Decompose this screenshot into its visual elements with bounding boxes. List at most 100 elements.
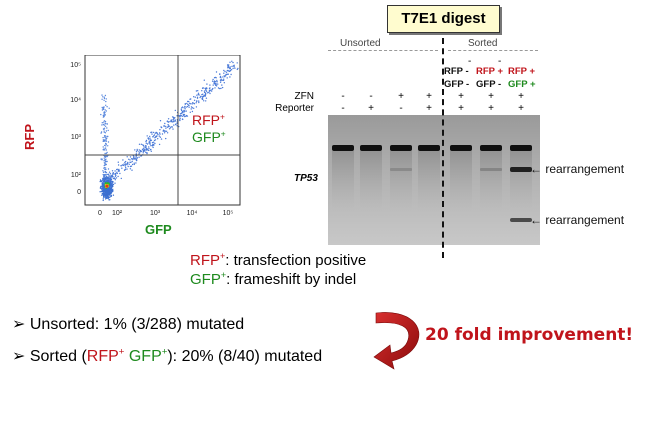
- scatter-dot: [103, 162, 106, 164]
- gel-title-box: T7E1 digest: [387, 5, 500, 33]
- scatter-dot: [103, 121, 105, 123]
- scatter-dot: [165, 137, 167, 140]
- gel-main-bands: [332, 145, 532, 151]
- scatter-dot: [101, 98, 103, 100]
- scatter-dot: [145, 142, 147, 144]
- scatter-dot: [210, 90, 213, 92]
- scatter-dot: [159, 120, 162, 122]
- scatter-dot: [103, 171, 105, 173]
- scatter-dot: [229, 67, 231, 70]
- scatter-dot: [149, 137, 151, 139]
- lane5-zfn: +: [458, 91, 464, 102]
- scatter-dot: [105, 194, 107, 196]
- scatter-dot: [206, 83, 208, 85]
- bullet-arrow-icon: ➢: [12, 316, 26, 333]
- scatter-dot: [102, 106, 105, 109]
- scatter-dot: [202, 98, 204, 101]
- scatter-dot: [194, 96, 196, 98]
- scatter-dot: [174, 119, 176, 121]
- scatter-dot: [99, 179, 102, 181]
- scatter-dot: [229, 61, 231, 63]
- scatter-dot: [102, 123, 105, 126]
- scatter-dot: [197, 93, 199, 96]
- scatter-dot: [101, 122, 103, 124]
- row-label-reporter: Reporter: [275, 103, 314, 114]
- scatter-dot: [215, 77, 217, 79]
- scatter-dot: [228, 70, 231, 73]
- scatter-dot: [193, 96, 195, 98]
- scatter-dot: [216, 79, 218, 82]
- scatter-dot: [102, 170, 104, 172]
- result-unsorted: ➢ Unsorted: 1% (3/288) mutated: [12, 316, 245, 333]
- scatter-dot: [102, 186, 104, 188]
- scatter-dot: [135, 153, 138, 155]
- scatter-dot: [187, 103, 189, 106]
- scatter-dot: [149, 135, 151, 138]
- scatter-dot: [101, 124, 103, 126]
- y-tick-0: 0: [77, 189, 81, 196]
- scatter-dot: [99, 191, 101, 193]
- scatter-dot: [196, 94, 198, 96]
- scatter-dot: [158, 132, 161, 134]
- scatter-dot: [106, 189, 108, 191]
- scatter-dot: [139, 149, 142, 152]
- scatter-dot: [104, 109, 106, 111]
- scatter-dot: [104, 125, 107, 128]
- scatter-dot: [102, 149, 104, 151]
- scatter-dot: [136, 149, 138, 152]
- scatter-dot: [102, 146, 104, 148]
- scatter-dot: [125, 166, 127, 169]
- scatter-dot: [148, 140, 150, 142]
- scatter-dot: [168, 125, 170, 128]
- scatter-dot: [105, 104, 107, 106]
- scatter-dot: [131, 158, 133, 160]
- x-tick-0: 0: [98, 210, 102, 217]
- scatter-dot: [170, 126, 172, 128]
- scatter-dot: [114, 182, 116, 184]
- scatter-dot: [168, 128, 171, 130]
- scatter-dot: [106, 185, 109, 188]
- scatter-dot: [133, 162, 135, 164]
- scatter-dot: [200, 95, 202, 98]
- scatter-dot: [102, 173, 104, 176]
- scatter-dot: [109, 179, 111, 181]
- scatter-dot: [107, 135, 109, 138]
- y-tick-3: 10³: [71, 134, 82, 141]
- scatter-dot: [131, 160, 133, 163]
- scatter-dot: [181, 118, 184, 120]
- scatter-dot: [234, 67, 236, 69]
- scatter-dot: [205, 97, 208, 99]
- scatter-dot: [216, 81, 218, 83]
- scatter-dot: [103, 96, 105, 98]
- scatter-dot: [201, 96, 203, 98]
- scatter-dot: [226, 73, 228, 75]
- sorted-dash-2: -: [498, 56, 502, 67]
- scatter-dot: [104, 198, 107, 200]
- y-tick-4: 10⁴: [70, 97, 81, 104]
- scatter-dot: [166, 126, 169, 128]
- scatter-dot: [168, 121, 170, 123]
- scatter-dot: [160, 126, 163, 129]
- scatter-dot: [183, 107, 185, 109]
- scatter-dot: [106, 106, 108, 108]
- scatter-dot: [219, 87, 221, 90]
- scatter-dot: [209, 89, 212, 91]
- scatter-dot: [100, 131, 103, 133]
- x-axis-label: GFP: [145, 222, 172, 237]
- scatter-dot: [105, 158, 107, 160]
- scatter-dot: [107, 173, 110, 175]
- scatter-dot: [109, 194, 111, 196]
- scatter-dot: [138, 151, 140, 153]
- scatter-dot: [102, 177, 104, 180]
- scatter-dot: [106, 191, 108, 193]
- improvement-text: 20 fold improvement!: [425, 325, 634, 345]
- scatter-dot: [206, 92, 209, 94]
- scatter-dot: [108, 178, 110, 180]
- scatter-dot: [223, 72, 225, 74]
- scatter-dot: [148, 147, 150, 150]
- scatter-dot: [109, 184, 112, 187]
- curved-arrow-icon: [373, 312, 420, 370]
- scatter-dot: [220, 78, 223, 80]
- scatter-dot: [201, 97, 204, 99]
- scatter-dot: [105, 168, 107, 171]
